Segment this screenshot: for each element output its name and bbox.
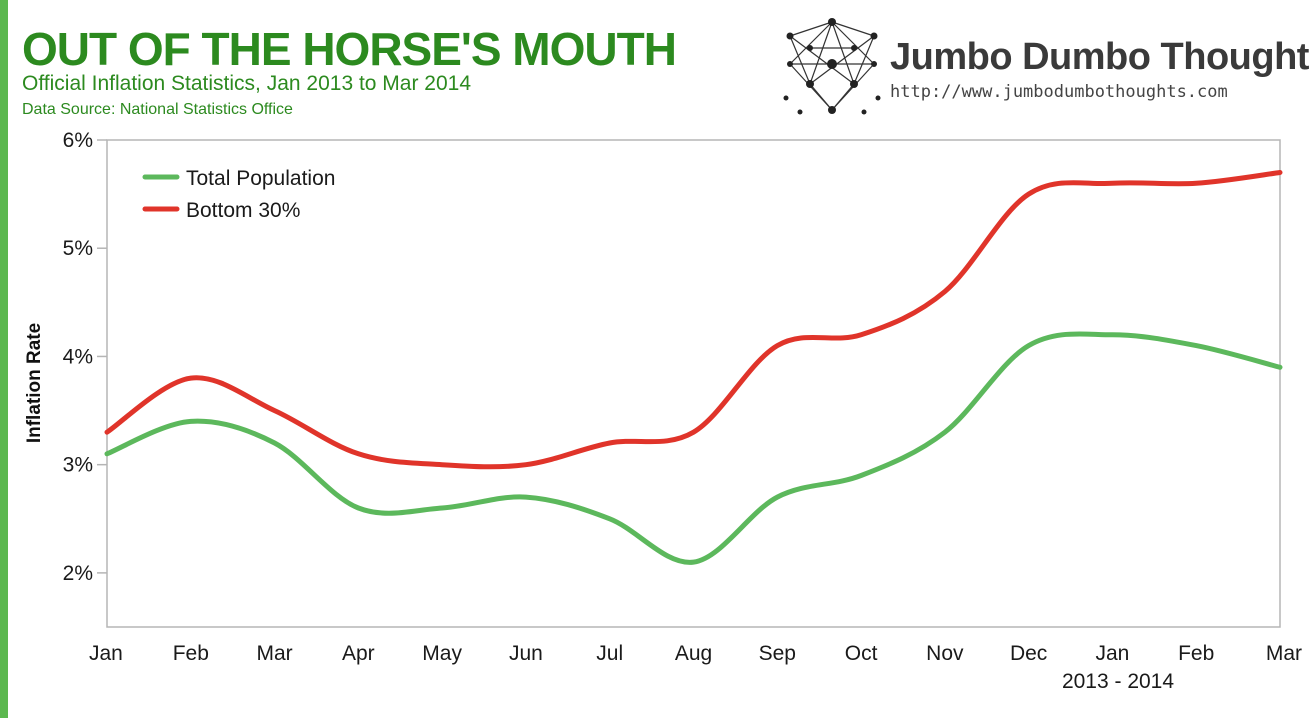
x-tick-label: Jul — [596, 642, 623, 665]
y-axis-label: Inflation Rate — [24, 323, 45, 443]
left-accent-bar — [0, 0, 8, 718]
series-line-bottom-30 — [104, 170, 1283, 470]
network-dots-icon — [783, 18, 881, 115]
x-tick-label: Apr — [342, 642, 375, 665]
x-tick-label: Jan — [1095, 642, 1129, 665]
x-tick-label: Oct — [845, 642, 878, 665]
chart-subtitle: Official Inflation Statistics, Jan 2013 … — [22, 72, 472, 95]
x-tick-label: Jun — [509, 642, 543, 665]
x-tick-label: Sep — [759, 642, 796, 665]
x-tick-label: Nov — [926, 642, 964, 665]
x-tick-label: Feb — [173, 642, 209, 665]
x-tick-label: Mar — [256, 642, 292, 665]
x-tick-label: Aug — [675, 642, 712, 665]
y-tick-label: 4% — [63, 345, 93, 368]
x-tick-label: May — [422, 642, 462, 665]
x-tick-label: Dec — [1010, 642, 1047, 665]
x-tick-label: Mar — [1266, 642, 1302, 665]
legend-label-bottom-30: Bottom 30% — [186, 199, 300, 222]
x-tick-label: Jan — [89, 642, 123, 665]
legend-label-total-population: Total Population — [186, 167, 335, 190]
data-source: Data Source: National Statistics Office — [22, 101, 293, 118]
brand-url: http://www.jumbodumbothoughts.com — [890, 82, 1228, 102]
brand-name: Jumbo Dumbo Thoughts — [890, 36, 1310, 78]
chart-title: OUT OF THE HORSE'S MOUTH — [22, 23, 677, 75]
x-axis-label: 2013 - 2014 — [1062, 670, 1174, 693]
y-tick-label: 3% — [63, 454, 93, 477]
x-tick-label: Feb — [1178, 642, 1214, 665]
y-tick-label: 5% — [63, 237, 93, 260]
y-tick-label: 2% — [63, 562, 93, 585]
series-line-total-population — [104, 331, 1283, 565]
y-tick-label: 6% — [63, 129, 93, 152]
plot-frame — [106, 139, 1281, 628]
